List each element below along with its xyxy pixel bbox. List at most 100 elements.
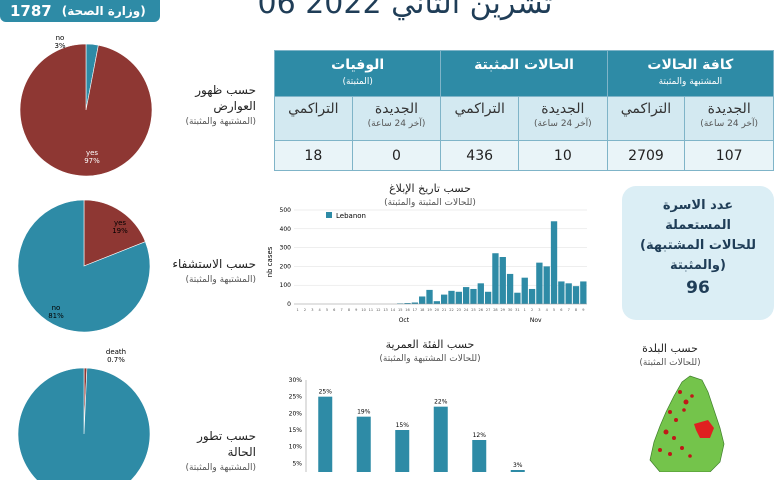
pie1-yes-label: yes (114, 219, 126, 227)
x-tick-label: 2 (531, 308, 533, 312)
x-tick-label: 22 (449, 308, 453, 312)
value-cell: 107 (684, 140, 774, 171)
bar (318, 396, 333, 472)
y-tick-label: 200 (280, 263, 292, 270)
x-tick-label: 13 (383, 308, 387, 312)
bar (492, 253, 499, 304)
x-tick-label: 7 (340, 308, 342, 312)
bar (462, 287, 470, 304)
x-tick-label: 1 (297, 308, 299, 312)
bar (506, 273, 514, 304)
data-label: 22% (434, 399, 448, 406)
x-tick-label: 15 (398, 308, 402, 312)
x-tick-label: 21 (442, 308, 446, 312)
x-tick-label: 6 (333, 308, 335, 312)
month-label: Nov (530, 317, 542, 324)
bar (448, 290, 455, 304)
bar (521, 277, 528, 304)
value-cell: 18 (274, 140, 353, 171)
value-cell: 2709 (606, 140, 686, 171)
bar (558, 281, 565, 304)
x-tick-label: 23 (457, 308, 461, 312)
bar (395, 430, 410, 472)
y-tick-label: 300 (280, 245, 292, 252)
town-title: حسب البلدة (للحالات المثبتة) (639, 342, 701, 368)
bar (543, 266, 550, 304)
pie0-yes-pct: 97% (84, 157, 100, 165)
x-tick-label: 3 (311, 308, 313, 312)
bar (484, 291, 492, 304)
pie-slice-yes (19, 43, 153, 177)
sub-header: الجديدة (آخر 24 ساعة) (517, 96, 608, 141)
y-axis-label: nb cases (266, 246, 274, 277)
group-all: كافة الحالات المشتبهة والمثبتة (606, 50, 775, 97)
x-tick-label: 4 (319, 308, 322, 312)
x-tick-label: 10 (361, 308, 365, 312)
bar (536, 262, 543, 304)
bar (580, 281, 587, 304)
y-tick-label: 500 (280, 207, 292, 214)
sub-header: الجديدة (آخر 24 ساعة) (351, 96, 442, 141)
data-label: 3% (513, 462, 523, 469)
x-tick-label: 12 (376, 308, 380, 312)
y-tick-label: 100 (280, 282, 292, 289)
pie-slice-no (17, 199, 151, 333)
bar (411, 302, 419, 304)
y-tick-label: 400 (280, 226, 292, 233)
pie-slice-other (17, 367, 151, 480)
group-deaths: الوفيات (المثبتة) (273, 50, 442, 97)
x-tick-label: 3 (538, 308, 540, 312)
bar (419, 296, 426, 304)
label-outcome: حسب تطور الحالة (المشتبهة والمثبتة) (185, 429, 256, 473)
x-tick-label: 2 (304, 308, 306, 312)
report-chart-title: حسب تاريخ الإبلاغ (للحالات المثبتة والمثب… (384, 182, 476, 208)
x-tick-label: 5 (553, 308, 555, 312)
families-box: عدد الاسرة المستعملة (للحالات المشتبهة و… (622, 186, 774, 320)
bar (510, 470, 525, 472)
pie2-death-pct: 0.7% (107, 356, 125, 364)
legend-lebanon: Lebanon (336, 212, 366, 220)
sub-header: التراكمي (274, 96, 353, 141)
x-tick-label: 25 (471, 308, 475, 312)
bar-chart-age: 0%5%10%15%20%25%30%25%19%15%22%12%3% (289, 377, 525, 472)
bar (441, 294, 448, 304)
value-cell: 10 (517, 140, 608, 171)
x-tick-label: 8 (575, 308, 577, 312)
top-badge: 1787 (وزارة الصحة) (0, 0, 160, 22)
x-tick-label: 4 (546, 308, 549, 312)
x-tick-label: 19 (427, 308, 431, 312)
pie1-yes-pct: 19% (112, 227, 128, 235)
bar (550, 221, 558, 304)
bar (499, 257, 506, 304)
x-tick-label: 20 (435, 308, 439, 312)
x-tick-label: 16 (405, 308, 409, 312)
legend-swatch (326, 212, 332, 218)
pie-slice-yes (83, 199, 146, 267)
data-label: 12% (473, 432, 487, 439)
x-tick-label: 9 (355, 308, 357, 312)
data-label: 19% (357, 409, 371, 416)
label-hospital: حسب الاستشفاء (المشتبهة والمثبتة) (172, 257, 256, 285)
sub-header: الجديدة (آخر 24 ساعة) (684, 96, 774, 141)
pie1-no-pct: 81% (48, 312, 64, 320)
x-tick-label: 7 (568, 308, 570, 312)
bar (356, 416, 371, 472)
sub-header: التراكمي (440, 96, 519, 141)
bar (472, 440, 487, 472)
x-tick-label: 28 (493, 308, 497, 312)
bar (572, 286, 580, 304)
pie1-no-label: no (52, 304, 61, 312)
pie-outcome: death 0.7% (17, 348, 151, 480)
x-tick-label: 24 (464, 308, 469, 312)
label-symptoms: حسب ظهور العوارض (المشتبهة والمثبتة) (185, 83, 256, 127)
x-tick-label: 6 (560, 308, 562, 312)
y-tick-label: 25% (289, 394, 303, 401)
x-tick-label: 30 (508, 308, 512, 312)
month-label: Oct (399, 317, 410, 324)
x-tick-label: 9 (582, 308, 584, 312)
data-label: 15% (396, 422, 410, 429)
x-tick-label: 1 (524, 308, 526, 312)
age-chart-title: حسب الفئة العمرية (للحالات المشتبهة والمث… (379, 338, 481, 364)
x-tick-label: 31 (515, 308, 519, 312)
